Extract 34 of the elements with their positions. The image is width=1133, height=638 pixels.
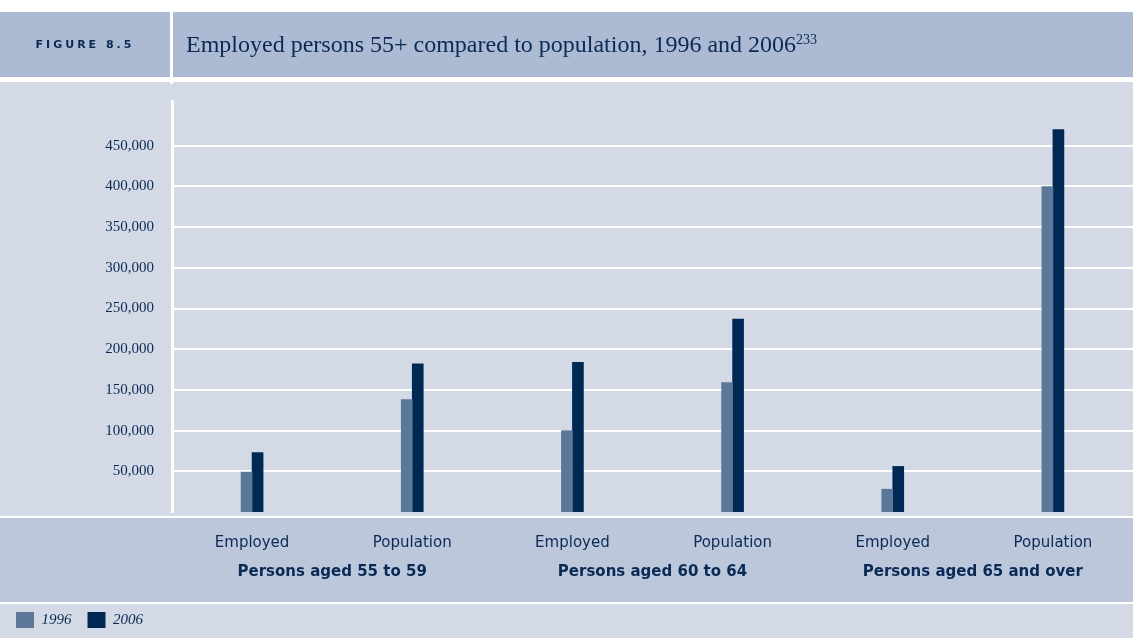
y-tick-label: 400,000	[105, 177, 154, 194]
bar	[1052, 129, 1065, 512]
y-tick-label: 300,000	[105, 258, 154, 275]
bar	[881, 488, 894, 512]
bar	[892, 466, 905, 512]
bar	[721, 382, 733, 512]
y-tick-label: 450,000	[105, 136, 154, 153]
text: Persons aged 65 and over	[862, 561, 1084, 580]
x-tick-label: Employed	[214, 532, 290, 551]
bar	[251, 452, 264, 512]
x-tick-label: Population	[693, 532, 772, 551]
bar	[732, 318, 744, 512]
x-tick-label: Employed	[535, 532, 610, 551]
y-tick-label: 350,000	[105, 218, 154, 235]
legend-label: 2006	[113, 610, 144, 627]
y-tick-label: 50,000	[112, 462, 154, 479]
bar	[400, 399, 413, 512]
x-tick-label: Population	[1013, 532, 1093, 551]
x-tick-label: Population	[372, 532, 452, 551]
legend-label: 1996	[41, 610, 72, 627]
y-tick-label: 150,000	[105, 380, 154, 397]
y-tick-label: 100,000	[105, 421, 154, 438]
bar	[1041, 186, 1054, 512]
bar	[240, 471, 253, 512]
y-tick-label: 200,000	[105, 340, 154, 357]
bar	[572, 361, 584, 512]
bar	[561, 430, 573, 512]
text: FIGURE 8.5	[34, 37, 136, 53]
x-tick-label: Employed	[855, 532, 931, 551]
chart-title: Employed persons 55+ compared to population, 1996 and 2006$^{233}$	[186, 30, 818, 59]
y-tick-label: 250,000	[105, 299, 154, 316]
text: Persons aged 60 to 64	[557, 561, 748, 580]
text: Persons aged 55 to 59	[237, 561, 427, 580]
bar	[411, 363, 424, 512]
